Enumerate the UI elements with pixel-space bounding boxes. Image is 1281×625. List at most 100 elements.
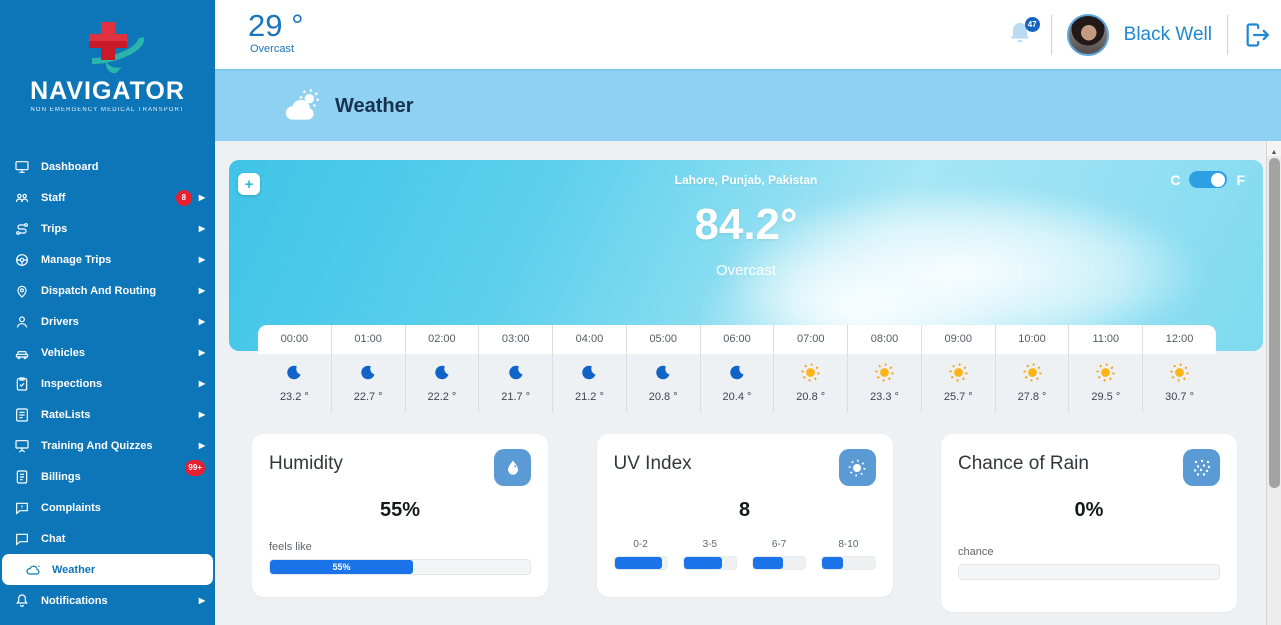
hourly-temp: 27.8 ° bbox=[1017, 391, 1047, 403]
add-location-button[interactable]: + bbox=[238, 173, 260, 195]
trips-icon bbox=[13, 220, 31, 238]
hourly-column: 11:00 29.5 ° bbox=[1069, 325, 1144, 413]
staff-badge: 8 bbox=[175, 189, 192, 206]
hourly-column: 09:00 25.7 ° bbox=[922, 325, 996, 413]
humidity-sub-label: feels like bbox=[269, 541, 312, 553]
sun-icon bbox=[922, 354, 995, 391]
scroll-up-arrow-icon[interactable] bbox=[1267, 141, 1281, 156]
sidebar-item-training-and-quizzes[interactable]: Training And Quizzes bbox=[0, 430, 215, 461]
hourly-time: 08:00 bbox=[870, 333, 899, 345]
weather-content: + Lahore, Punjab, Pakistan 84.2° Overcas… bbox=[215, 141, 1266, 625]
chevron-right-icon bbox=[199, 224, 205, 233]
sidebar-item-chat[interactable]: Chat bbox=[0, 523, 215, 554]
sun-icon bbox=[848, 354, 921, 391]
sidebar-item-notifications[interactable]: Notifications bbox=[0, 585, 215, 616]
logo: NAVIGATOR NON EMERGENCY MEDICAL TRANSPOR… bbox=[0, 0, 215, 148]
chevron-right-icon bbox=[199, 441, 205, 450]
hourly-column: 10:00 27.8 ° bbox=[996, 325, 1070, 413]
sidebar-item-label: Notifications bbox=[41, 594, 108, 607]
chevron-right-icon bbox=[199, 596, 205, 605]
sidebar-item-label: Staff bbox=[41, 191, 66, 204]
hourly-temp: 21.7 ° bbox=[501, 391, 531, 403]
water-drop-icon bbox=[494, 449, 531, 486]
location-label: Lahore, Punjab, Pakistan bbox=[674, 173, 818, 187]
uv-range-bars: 0-2 3-5 6-7 8-10 bbox=[613, 539, 876, 570]
sidebar-item-staff[interactable]: Staff 8 bbox=[0, 182, 215, 213]
uv-range-bar bbox=[613, 556, 668, 570]
car-icon bbox=[13, 344, 31, 362]
card-title: UV Index bbox=[613, 453, 692, 474]
complaint-bubble-icon bbox=[13, 499, 31, 517]
hourly-temp: 20.4 ° bbox=[722, 391, 752, 403]
sidebar-item-dashboard[interactable]: Dashboard bbox=[0, 151, 215, 182]
card-title: Humidity bbox=[269, 453, 343, 474]
topbar-right: 47 Black Well bbox=[1006, 0, 1271, 69]
humidity-card: Humidity 55% feels like 55% bbox=[252, 434, 548, 597]
topbar: 29 ° Overcast 47 Black Well bbox=[215, 0, 1281, 69]
sidebar-item-trips[interactable]: Trips bbox=[0, 213, 215, 244]
sidebar-item-label: Inspections bbox=[41, 377, 103, 390]
chance-of-rain-card: Chance of Rain 0% chance bbox=[941, 434, 1237, 612]
sidebar-item-inspections[interactable]: Inspections bbox=[0, 368, 215, 399]
sidebar-item-ratelists[interactable]: RateLists bbox=[0, 399, 215, 430]
hourly-time: 11:00 bbox=[1092, 333, 1120, 345]
training-icon bbox=[13, 437, 31, 455]
hourly-time: 01:00 bbox=[354, 333, 382, 345]
user-name[interactable]: Black Well bbox=[1123, 23, 1212, 45]
humidity-value: 55% bbox=[379, 499, 421, 521]
sidebar-item-weather[interactable]: Weather bbox=[2, 554, 213, 585]
notification-bell-button[interactable]: 47 bbox=[1006, 16, 1040, 51]
uv-range: 8-10 bbox=[821, 539, 876, 570]
invoice-icon bbox=[13, 468, 31, 486]
hourly-column: 04:00 21.2 ° bbox=[553, 325, 627, 413]
hourly-temp: 22.2 ° bbox=[427, 391, 457, 403]
sidebar-item-label: Weather bbox=[52, 563, 96, 576]
sun-icon bbox=[996, 354, 1069, 391]
hourly-column: 08:00 23.3 ° bbox=[848, 325, 922, 413]
hourly-column: 05:00 20.8 ° bbox=[627, 325, 701, 413]
hourly-time: 06:00 bbox=[723, 333, 751, 345]
uv-range-fill bbox=[822, 557, 844, 569]
rain-sub-label: chance bbox=[958, 546, 994, 558]
sidebar-item-complaints[interactable]: Complaints bbox=[0, 492, 215, 523]
current-condition: Overcast bbox=[715, 262, 776, 279]
fahrenheit-label: F bbox=[1236, 171, 1245, 188]
humidity-progress-fill: 55% bbox=[270, 560, 413, 574]
user-avatar[interactable] bbox=[1066, 13, 1109, 56]
topbar-condition: Overcast bbox=[250, 43, 295, 55]
sidebar-item-label: Complaints bbox=[41, 501, 101, 514]
sidebar-item-vehicles[interactable]: Vehicles bbox=[0, 337, 215, 368]
hourly-temp: 30.7 ° bbox=[1165, 391, 1194, 403]
moon-icon bbox=[406, 354, 479, 391]
hourly-column: 12:00 30.7 ° bbox=[1143, 325, 1216, 413]
moon-icon bbox=[332, 354, 405, 391]
billings-badge: 99+ bbox=[185, 459, 205, 476]
hourly-column: 02:00 22.2 ° bbox=[406, 325, 480, 413]
sidebar-item-drivers[interactable]: Drivers bbox=[0, 306, 215, 337]
scrollbar-thumb[interactable] bbox=[1269, 158, 1280, 488]
uv-range: 0-2 bbox=[613, 539, 668, 570]
sidebar-item-dispatch-and-routing[interactable]: Dispatch And Routing bbox=[0, 275, 215, 306]
unit-toggle-switch[interactable] bbox=[1189, 171, 1228, 188]
sidebar-item-label: Dispatch And Routing bbox=[41, 284, 157, 297]
hourly-temp: 29.5 ° bbox=[1091, 391, 1121, 403]
rain-progress-bar bbox=[958, 564, 1220, 580]
dashboard-icon bbox=[13, 158, 31, 176]
uv-range-fill bbox=[614, 557, 662, 569]
chevron-right-icon bbox=[199, 286, 205, 295]
hourly-time: 10:00 bbox=[1018, 333, 1046, 345]
hourly-temp: 21.2 ° bbox=[575, 391, 604, 403]
vertical-scrollbar[interactable] bbox=[1266, 141, 1281, 625]
uv-index-card: UV Index 8 0-2 3-5 6-7 bbox=[596, 434, 893, 597]
sun-icon bbox=[1069, 354, 1142, 391]
sidebar-item-label: Trips bbox=[41, 222, 68, 235]
driver-icon bbox=[13, 313, 31, 331]
metric-cards-row: Humidity 55% feels like 55% UV Index bbox=[215, 434, 1266, 612]
current-temperature: 84.2° bbox=[694, 200, 798, 249]
sidebar-item-manage-trips[interactable]: Manage Trips bbox=[0, 244, 215, 275]
logout-icon[interactable] bbox=[1243, 21, 1271, 49]
hourly-time: 00:00 bbox=[280, 333, 309, 345]
sidebar-item-billings[interactable]: Billings 99+ bbox=[0, 459, 215, 492]
sidebar-item-partial[interactable] bbox=[0, 616, 215, 625]
moon-icon bbox=[701, 354, 774, 391]
